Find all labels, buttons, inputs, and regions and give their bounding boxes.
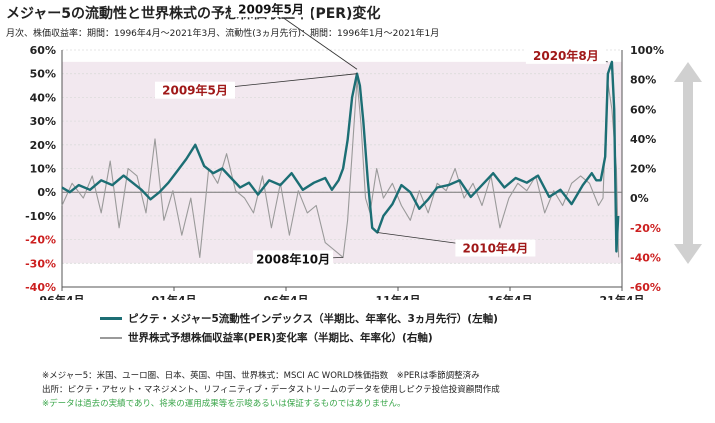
x-tick-label: 96年4月 (40, 293, 85, 300)
x-tick-label: 01年4月 (152, 293, 197, 300)
annotation-box (253, 250, 334, 268)
y-left-tick-label: 30% (30, 115, 56, 128)
legend-swatch-liquidity (100, 317, 122, 320)
y-right-tick-label: 60% (630, 103, 656, 116)
y-left-tick-label: -40% (25, 281, 56, 294)
legend-label-liquidity: ピクテ・メジャー5流動性インデックス（半期比、年率化、3ヵ月先行）(左軸) (128, 313, 498, 325)
x-tick-label: 21年4月 (600, 293, 645, 300)
annotation-label: 2009年5月 (162, 83, 228, 98)
footnote-disclaimer: ※データは過去の実績であり、将来の運用成果等を示唆あるいは保証するものではありま… (42, 399, 406, 409)
annotation-label: 2008年10月 (256, 251, 330, 266)
range-arrow-down (674, 244, 702, 264)
footnote-definitions: ※メジャー5：米国、ユーロ圏、日本、英国、中国、世界株式：MSCI AC WOR… (42, 371, 480, 381)
legend-item-per: 世界株式予想株価収益率(PER)変化率（半期比、年率化）(右軸) (100, 330, 433, 345)
legend-item-liquidity: ピクテ・メジャー5流動性インデックス（半期比、年率化、3ヵ月先行）(左軸) (100, 311, 498, 326)
y-right-tick-label: -40% (630, 251, 661, 264)
annotation-box (525, 46, 606, 64)
shaded-band (62, 61, 622, 264)
legend-label-per: 世界株式予想株価収益率(PER)変化率（半期比、年率化）(右軸) (128, 332, 433, 344)
y-left-tick-label: -20% (25, 234, 56, 247)
y-right-tick-label: 40% (630, 133, 656, 146)
series-line-liquidity (61, 60, 620, 253)
y-right-tick-label: 0% (630, 192, 649, 205)
y-left-tick-label: -10% (25, 210, 56, 223)
y-right-tick-label: 100% (630, 44, 664, 57)
x-tick-label: 16年4月 (488, 293, 533, 300)
y-left-tick-label: 60% (30, 44, 56, 57)
y-left-tick-label: 20% (30, 139, 56, 152)
y-left-tick-label: -30% (25, 257, 56, 270)
annotation-label: 2009年5月 (238, 1, 304, 16)
annotation-box (155, 81, 236, 99)
annotation-box (455, 239, 536, 257)
y-right-tick-label: 20% (630, 163, 656, 176)
annotation-leader (270, 8, 358, 70)
y-left-tick-label: 40% (30, 91, 56, 104)
y-left-tick-label: 10% (30, 163, 56, 176)
y-left-tick-label: 0% (37, 186, 56, 199)
y-left-tick-label: 50% (30, 68, 56, 81)
legend-swatch-per (100, 336, 122, 339)
x-tick-label: 06年4月 (264, 293, 309, 300)
footnote-source: 出所：ピクテ・アセット・マネジメント、リフィニティブ・データストリームのデータを… (42, 385, 500, 395)
annotation-box (231, 0, 312, 18)
annotation-label: 2020年8月 (533, 48, 599, 63)
annotation-label: 2010年4月 (463, 240, 529, 255)
range-arrow-up (674, 62, 702, 82)
x-tick-label: 11年4月 (376, 293, 421, 300)
y-right-tick-label: -20% (630, 222, 661, 235)
chart-subtitle: 月次、株価収益率：期間：1996年4月～2021年3月、流動性(3ヵ月先行)：期… (6, 29, 440, 39)
y-right-tick-label: 80% (630, 74, 656, 87)
line-chart: 60% 50% 40% 30% 20% 10% 0% -10% -20% -30% -40% 100%… (25, 0, 702, 300)
y-right-tick-label: -60% (630, 281, 661, 294)
